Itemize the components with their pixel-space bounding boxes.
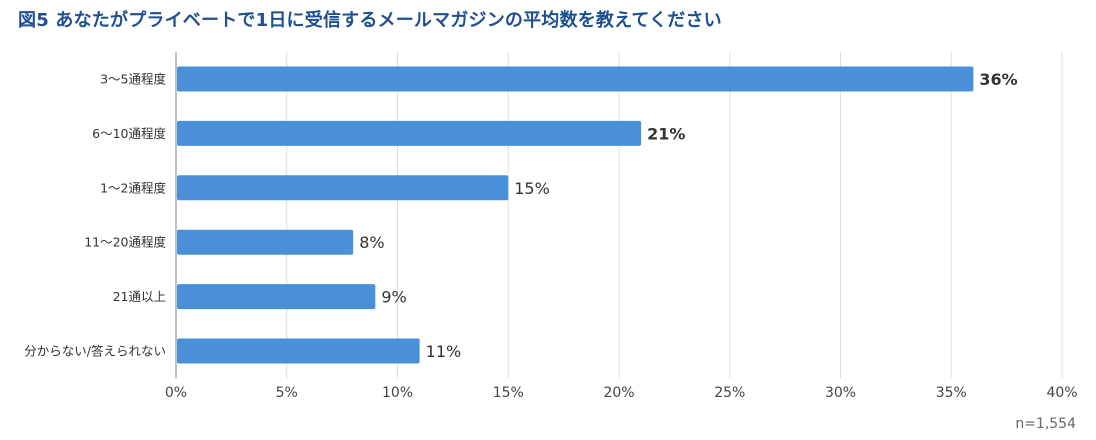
grid-lines: 0% 5% 10% 15% 20% 25% 30% 35% 40% bbox=[165, 52, 1078, 401]
bar bbox=[177, 175, 509, 201]
bar bbox=[177, 284, 376, 310]
data-label: 11% bbox=[426, 342, 462, 361]
labels: 3〜5通程度 36% 6〜10通程度 21% 1〜2通程度 15% 11〜20通程度 8% 21… bbox=[24, 70, 1017, 361]
x-tick-label: 10% bbox=[382, 385, 413, 401]
x-tick-label: 25% bbox=[714, 385, 745, 401]
bar bbox=[177, 120, 642, 146]
data-label: 21% bbox=[647, 124, 685, 143]
sample-size-note: n=1,554 bbox=[1015, 416, 1076, 432]
x-tick-label: 40% bbox=[1046, 385, 1077, 401]
x-tick-label: 35% bbox=[936, 385, 967, 401]
chart-title: 図5 あなたがプライベートで1日に受信するメールマガジンの平均数を教えてください bbox=[18, 10, 722, 31]
category-label: 21通以上 bbox=[113, 289, 166, 304]
x-tick-label: 5% bbox=[276, 385, 298, 401]
x-tick-label: 0% bbox=[165, 385, 187, 401]
bar bbox=[177, 229, 354, 255]
category-label: 分からない/答えられない bbox=[24, 344, 166, 359]
data-label: 9% bbox=[381, 288, 406, 307]
category-label: 1〜2通程度 bbox=[100, 180, 166, 195]
category-label: 6〜10通程度 bbox=[92, 126, 166, 141]
bar bbox=[177, 66, 974, 92]
data-label: 36% bbox=[979, 70, 1017, 89]
category-label: 11〜20通程度 bbox=[84, 235, 166, 250]
x-tick-label: 15% bbox=[493, 385, 524, 401]
x-tick-label: 30% bbox=[825, 385, 856, 401]
data-label: 15% bbox=[514, 179, 550, 198]
category-label: 3〜5通程度 bbox=[100, 72, 166, 87]
data-label: 8% bbox=[359, 233, 384, 252]
bars bbox=[177, 66, 974, 364]
bar bbox=[177, 338, 420, 364]
x-tick-label: 20% bbox=[603, 385, 634, 401]
